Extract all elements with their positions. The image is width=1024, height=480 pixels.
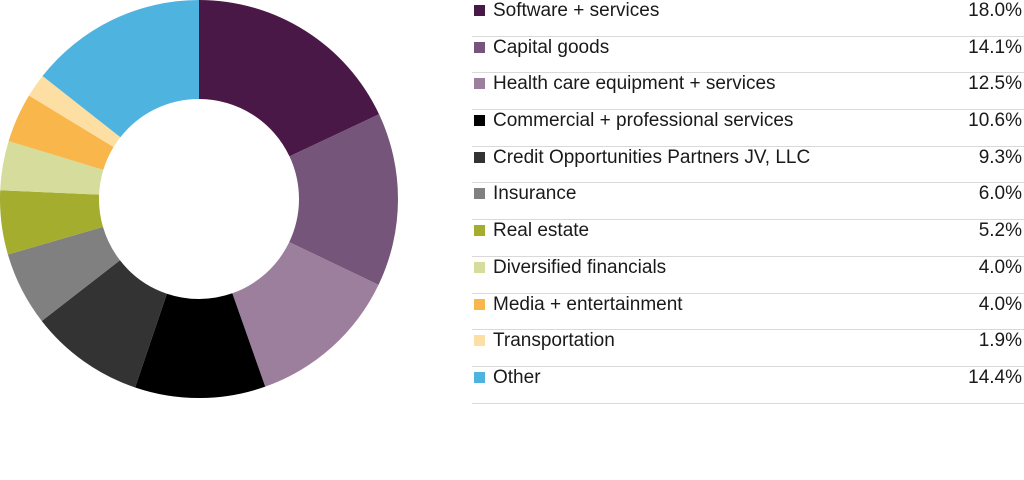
legend-label: Health care equipment + services	[493, 73, 776, 95]
legend-swatch	[474, 78, 485, 90]
legend-value: 12.5%	[968, 73, 1022, 95]
legend-label: Real estate	[493, 220, 590, 242]
legend-item: Commercial + professional services 10.6%	[472, 110, 1024, 147]
legend-swatch	[474, 225, 485, 237]
donut-slice-other	[42, 0, 200, 138]
legend-value: 5.2%	[978, 220, 1022, 242]
legend-swatch	[474, 261, 485, 273]
legend-label: Software + services	[493, 0, 660, 21]
donut-slice-real-estate	[0, 190, 103, 255]
donut-slice-health-care-equipment-services	[232, 242, 379, 387]
legend-value: 1.9%	[978, 330, 1022, 352]
legend-item: Health care equipment + services 12.5%	[472, 73, 1024, 111]
legend-swatch	[474, 335, 485, 347]
legend-swatch	[474, 115, 485, 127]
legend-label: Media + entertainment	[493, 293, 683, 315]
legend-item: Media + entertainment 4.0%	[472, 294, 1024, 331]
legend-swatch	[474, 151, 485, 163]
legend-swatch	[474, 5, 485, 16]
chart-legend: Software + services 18.0% Capital goods 14.…	[472, 0, 1024, 404]
legend-value: 4.0%	[978, 293, 1022, 315]
legend-value: 18.0%	[968, 0, 1022, 21]
donut-slice-capital-goods	[289, 114, 398, 285]
donut-slice-credit-opportunities-partners-jv-llc	[41, 260, 167, 388]
legend-item: Diversified financials 4.0%	[472, 257, 1024, 294]
legend-item: Real estate 5.2%	[472, 220, 1024, 257]
legend-swatch	[474, 371, 485, 383]
legend-label: Capital goods	[493, 36, 610, 58]
donut-slice-insurance	[7, 226, 120, 321]
legend-value: 10.6%	[968, 110, 1022, 132]
legend-swatch	[474, 188, 485, 200]
legend-item: Credit Opportunities Partners JV, LLC 9.3…	[472, 147, 1024, 184]
donut-slice-software-services	[199, 0, 380, 157]
legend-value: 4.0%	[978, 256, 1022, 278]
legend-value: 14.1%	[968, 36, 1022, 58]
legend-item: Software + services 18.0%	[472, 0, 1024, 37]
donut-chart	[0, 0, 398, 398]
legend-value: 9.3%	[978, 146, 1022, 168]
donut-slice-commercial-professional-services	[135, 293, 266, 398]
legend-swatch	[474, 41, 485, 53]
legend-label: Commercial + professional services	[493, 110, 794, 132]
legend-item: Transportation 1.9%	[472, 330, 1024, 367]
legend-value: 14.4%	[968, 366, 1022, 388]
legend-item: Insurance 6.0%	[472, 183, 1024, 221]
legend-item: Other 14.4%	[472, 367, 1024, 404]
legend-swatch	[474, 298, 485, 310]
legend-label: Insurance	[493, 183, 577, 205]
donut-slice-transportation	[28, 76, 121, 148]
legend-label: Transportation	[493, 330, 615, 352]
legend-label: Diversified financials	[493, 256, 667, 278]
donut-slice-media-entertainment	[8, 95, 114, 170]
legend-value: 6.0%	[978, 183, 1022, 205]
legend-item: Capital goods 14.1%	[472, 37, 1024, 74]
legend-label: Other	[493, 366, 541, 388]
legend-label: Credit Opportunities Partners JV, LLC	[493, 146, 811, 168]
donut-slice-diversified-financials	[0, 141, 104, 195]
